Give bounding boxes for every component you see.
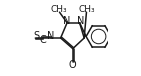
Text: C: C (40, 35, 47, 45)
Text: N: N (77, 16, 84, 26)
Text: O: O (69, 60, 77, 70)
Text: CH₃: CH₃ (79, 5, 96, 14)
Text: S: S (33, 31, 39, 41)
Text: N: N (47, 31, 54, 41)
Text: CH₃: CH₃ (50, 5, 67, 14)
Text: N: N (63, 16, 70, 26)
